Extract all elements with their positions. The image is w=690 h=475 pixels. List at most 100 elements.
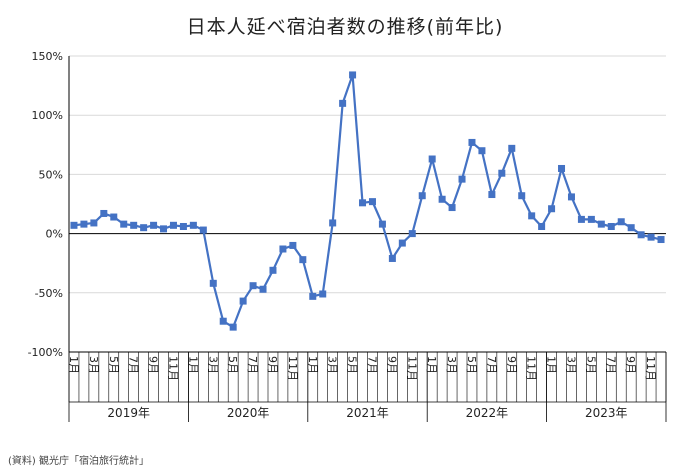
month-label-text: 11月 [525, 356, 538, 381]
data-point [259, 285, 267, 293]
month-label: 11月 [644, 356, 657, 381]
data-point [279, 245, 287, 253]
month-label: 7月 [485, 356, 498, 374]
data-point [538, 222, 546, 230]
data-point [607, 222, 615, 230]
data-point [508, 144, 516, 152]
data-point [657, 236, 665, 244]
data-point [150, 221, 158, 229]
data-point [80, 220, 88, 228]
data-point [388, 254, 396, 262]
month-label: 11月 [286, 356, 299, 381]
year-label: 2020年 [227, 406, 270, 420]
month-label-text: 5月 [107, 356, 120, 374]
axes [68, 56, 667, 422]
month-label: 5月 [346, 356, 359, 374]
data-point [229, 323, 237, 331]
data-point [339, 99, 347, 107]
month-label-text: 1月 [186, 356, 199, 374]
month-label: 7月 [365, 356, 378, 374]
data-point [100, 209, 108, 217]
data-point [637, 231, 645, 239]
data-point [90, 219, 98, 227]
y-tick-label: -50% [35, 287, 63, 300]
data-point [368, 198, 376, 206]
month-label-text: 3月 [445, 356, 458, 374]
data-point [70, 221, 78, 229]
data-point [617, 218, 625, 226]
month-label: 5月 [226, 356, 239, 374]
month-label-text: 11月 [166, 356, 179, 381]
month-label: 7月 [604, 356, 617, 374]
y-tick-label: -100% [28, 346, 63, 359]
month-label: 11月 [166, 356, 179, 381]
month-label-text: 7月 [246, 356, 259, 374]
month-label-text: 11月 [405, 356, 418, 381]
month-label: 5月 [584, 356, 597, 374]
year-label: 2021年 [346, 406, 389, 420]
data-point [319, 290, 327, 298]
month-label-text: 5月 [584, 356, 597, 374]
data-point [189, 221, 197, 229]
data-point [199, 226, 207, 234]
month-label-text: 7月 [365, 356, 378, 374]
data-point [468, 138, 476, 146]
month-label: 11月 [405, 356, 418, 381]
month-label: 3月 [206, 356, 219, 374]
month-label-text: 3月 [326, 356, 339, 374]
y-tick-label: 50% [39, 168, 63, 181]
data-point [408, 230, 416, 238]
month-label: 1月 [425, 356, 438, 374]
data-point [438, 195, 446, 203]
x-tick-labels: 1月 3月 5月 7月 9月 11月 1月 3月 5月 7月 9月 11月 1月 3月 5月 7月 9月 11月 1… [67, 356, 657, 420]
month-label: 11月 [525, 356, 538, 381]
data-point [558, 164, 566, 172]
data-point [299, 256, 307, 264]
month-label-text: 1月 [67, 356, 80, 374]
month-label-text: 3月 [564, 356, 577, 374]
month-label: 5月 [465, 356, 478, 374]
data-point [398, 239, 406, 247]
month-label-text: 1月 [306, 356, 319, 374]
month-label: 7月 [246, 356, 259, 374]
month-label: 7月 [127, 356, 140, 374]
y-tick-label: 0% [46, 228, 63, 241]
month-label-text: 5月 [226, 356, 239, 374]
data-point [249, 282, 257, 290]
month-label-text: 9月 [147, 356, 160, 374]
data-point [160, 225, 168, 233]
month-label: 1月 [67, 356, 80, 374]
data-point [269, 266, 277, 274]
month-label-text: 1月 [425, 356, 438, 374]
data-point [548, 205, 556, 213]
month-label: 9月 [147, 356, 160, 374]
data-point [140, 224, 148, 232]
year-label: 2023年 [585, 406, 628, 420]
data-point [349, 71, 357, 79]
data-point [597, 220, 605, 228]
month-label: 1月 [186, 356, 199, 374]
month-label-text: 5月 [346, 356, 359, 374]
month-label: 1月 [545, 356, 558, 374]
data-point [239, 297, 247, 305]
month-label-text: 9月 [266, 356, 279, 374]
data-point [289, 241, 297, 249]
month-label: 3月 [564, 356, 577, 374]
data-point [418, 192, 426, 200]
year-label: 2019年 [107, 406, 150, 420]
month-label-text: 9月 [624, 356, 637, 374]
data-point [587, 215, 595, 223]
month-label: 5月 [107, 356, 120, 374]
month-label-text: 7月 [127, 356, 140, 374]
y-tick-label: 150% [32, 50, 63, 63]
series-line-path [73, 73, 662, 329]
data-point [359, 199, 367, 207]
data-point [488, 191, 496, 199]
data-point [209, 279, 217, 287]
series-markers [70, 71, 665, 331]
month-label-text: 9月 [505, 356, 518, 374]
data-point [120, 220, 128, 228]
data-point [528, 212, 536, 220]
data-point [498, 169, 506, 177]
